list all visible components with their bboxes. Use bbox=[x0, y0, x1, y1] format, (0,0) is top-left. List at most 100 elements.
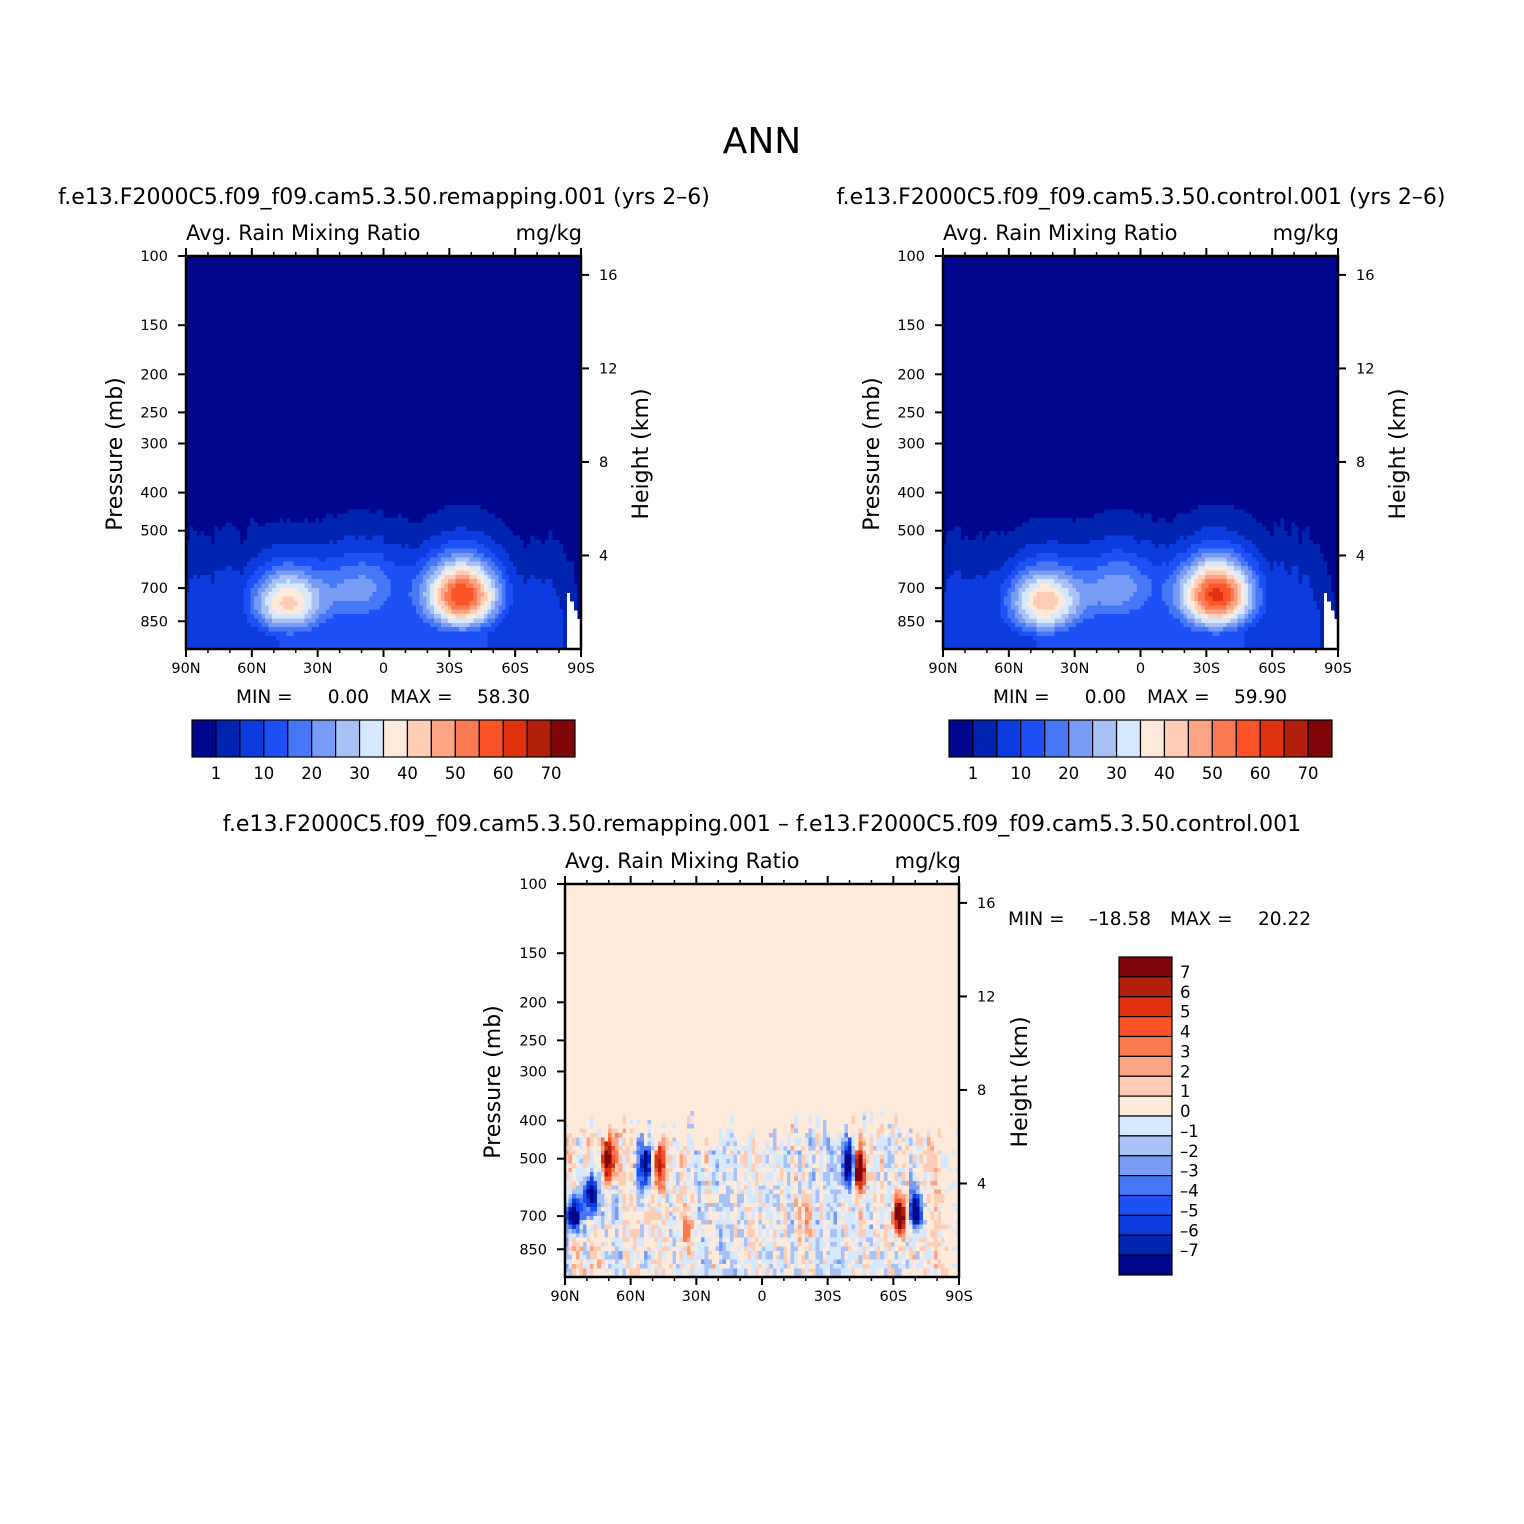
heatmap-cell bbox=[258, 322, 262, 327]
heatmap-cell bbox=[240, 640, 244, 645]
heatmap-cell bbox=[229, 304, 233, 309]
heatmap-cell bbox=[240, 269, 244, 274]
heatmap-cell bbox=[258, 584, 262, 589]
heatmap-cell bbox=[247, 566, 251, 571]
heatmap-cell bbox=[222, 623, 226, 628]
heatmap-cell bbox=[261, 418, 265, 423]
heatmap-cell bbox=[251, 426, 255, 431]
heatmap-cell bbox=[218, 343, 222, 348]
heatmap-cell bbox=[251, 453, 255, 458]
heatmap-cell bbox=[258, 483, 262, 488]
heatmap-cell bbox=[247, 322, 251, 327]
heatmap-cell bbox=[240, 579, 244, 584]
heatmap-cell bbox=[204, 474, 208, 479]
heatmap-cell bbox=[247, 492, 251, 497]
heatmap-cell bbox=[197, 544, 201, 549]
heatmap-cell bbox=[229, 356, 233, 361]
heatmap-cell bbox=[229, 287, 233, 292]
heatmap-cell bbox=[200, 584, 204, 589]
heatmap-cell bbox=[215, 610, 219, 615]
heatmap-cell bbox=[208, 422, 212, 427]
heatmap-cell bbox=[222, 426, 226, 431]
heatmap-cell bbox=[261, 278, 265, 283]
heatmap-cell bbox=[211, 378, 215, 383]
heatmap-cell bbox=[218, 391, 222, 396]
heatmap-cell bbox=[254, 479, 258, 484]
heatmap-cell bbox=[226, 370, 230, 375]
heatmap-cell bbox=[211, 260, 215, 265]
heatmap-cell bbox=[261, 352, 265, 357]
heatmap-cell bbox=[204, 579, 208, 584]
heatmap-cell bbox=[261, 313, 265, 318]
heatmap-cell bbox=[215, 343, 219, 348]
heatmap-cell bbox=[243, 640, 247, 645]
heatmap-cell bbox=[258, 474, 262, 479]
heatmap-cell bbox=[197, 400, 201, 405]
heatmap-cell bbox=[251, 361, 255, 366]
heatmap-cell bbox=[243, 265, 247, 270]
heatmap-cell bbox=[193, 457, 197, 462]
heatmap-cell bbox=[218, 300, 222, 305]
heatmap-cell bbox=[222, 544, 226, 549]
heatmap-cell bbox=[208, 535, 212, 540]
heatmap-cell bbox=[229, 544, 233, 549]
heatmap-cell bbox=[211, 553, 215, 558]
heatmap-cell bbox=[211, 418, 215, 423]
heatmap-cell bbox=[215, 413, 219, 418]
heatmap-cell bbox=[258, 557, 262, 562]
heatmap-cell bbox=[200, 466, 204, 471]
heatmap-cell bbox=[208, 330, 212, 335]
heatmap-cell bbox=[211, 461, 215, 466]
heatmap-cell bbox=[229, 422, 233, 427]
heatmap-cell bbox=[261, 448, 265, 453]
heatmap-cell bbox=[251, 562, 255, 567]
heatmap-cell bbox=[254, 352, 258, 357]
heatmap-cell bbox=[261, 291, 265, 296]
heatmap-cell bbox=[229, 265, 233, 270]
heatmap-cell bbox=[243, 479, 247, 484]
heatmap-cell bbox=[251, 387, 255, 392]
heatmap-cell bbox=[254, 426, 258, 431]
heatmap-cell bbox=[222, 618, 226, 623]
heatmap-cell bbox=[204, 575, 208, 580]
heatmap-cell bbox=[218, 610, 222, 615]
heatmap-cell bbox=[204, 291, 208, 296]
heatmap-cell bbox=[254, 588, 258, 593]
heatmap-cell bbox=[190, 588, 194, 593]
heatmap-cell bbox=[258, 605, 262, 610]
heatmap-cell bbox=[200, 457, 204, 462]
heatmap-cell bbox=[254, 553, 258, 558]
heatmap-cell bbox=[193, 343, 197, 348]
heatmap-cell bbox=[190, 260, 194, 265]
heatmap-cell bbox=[247, 273, 251, 278]
heatmap-cell bbox=[218, 370, 222, 375]
heatmap-cell bbox=[229, 597, 233, 602]
heatmap-cell bbox=[222, 378, 226, 383]
heatmap-cell bbox=[197, 518, 201, 523]
heatmap-cell bbox=[258, 343, 262, 348]
heatmap-cell bbox=[236, 348, 240, 353]
heatmap-cell bbox=[243, 575, 247, 580]
heatmap-cell bbox=[208, 273, 212, 278]
heatmap-cell bbox=[193, 260, 197, 265]
heatmap-cell bbox=[251, 535, 255, 540]
heatmap-cell bbox=[211, 383, 215, 388]
heatmap-cell bbox=[247, 265, 251, 270]
heatmap-cell bbox=[211, 322, 215, 327]
heatmap-cell bbox=[240, 562, 244, 567]
heatmap-cell bbox=[222, 418, 226, 423]
heatmap-cell bbox=[204, 265, 208, 270]
heatmap-cell bbox=[215, 431, 219, 436]
heatmap-cell bbox=[197, 326, 201, 331]
heatmap-cell bbox=[251, 549, 255, 554]
heatmap-cell bbox=[197, 597, 201, 602]
heatmap-cell bbox=[200, 365, 204, 370]
heatmap-cell bbox=[215, 527, 219, 532]
heatmap-cell bbox=[222, 505, 226, 510]
heatmap-cell bbox=[197, 509, 201, 514]
heatmap-cell bbox=[218, 335, 222, 340]
heatmap-cell bbox=[211, 339, 215, 344]
heatmap-cell bbox=[243, 431, 247, 436]
heatmap-cell bbox=[251, 435, 255, 440]
heatmap-cell bbox=[247, 396, 251, 401]
